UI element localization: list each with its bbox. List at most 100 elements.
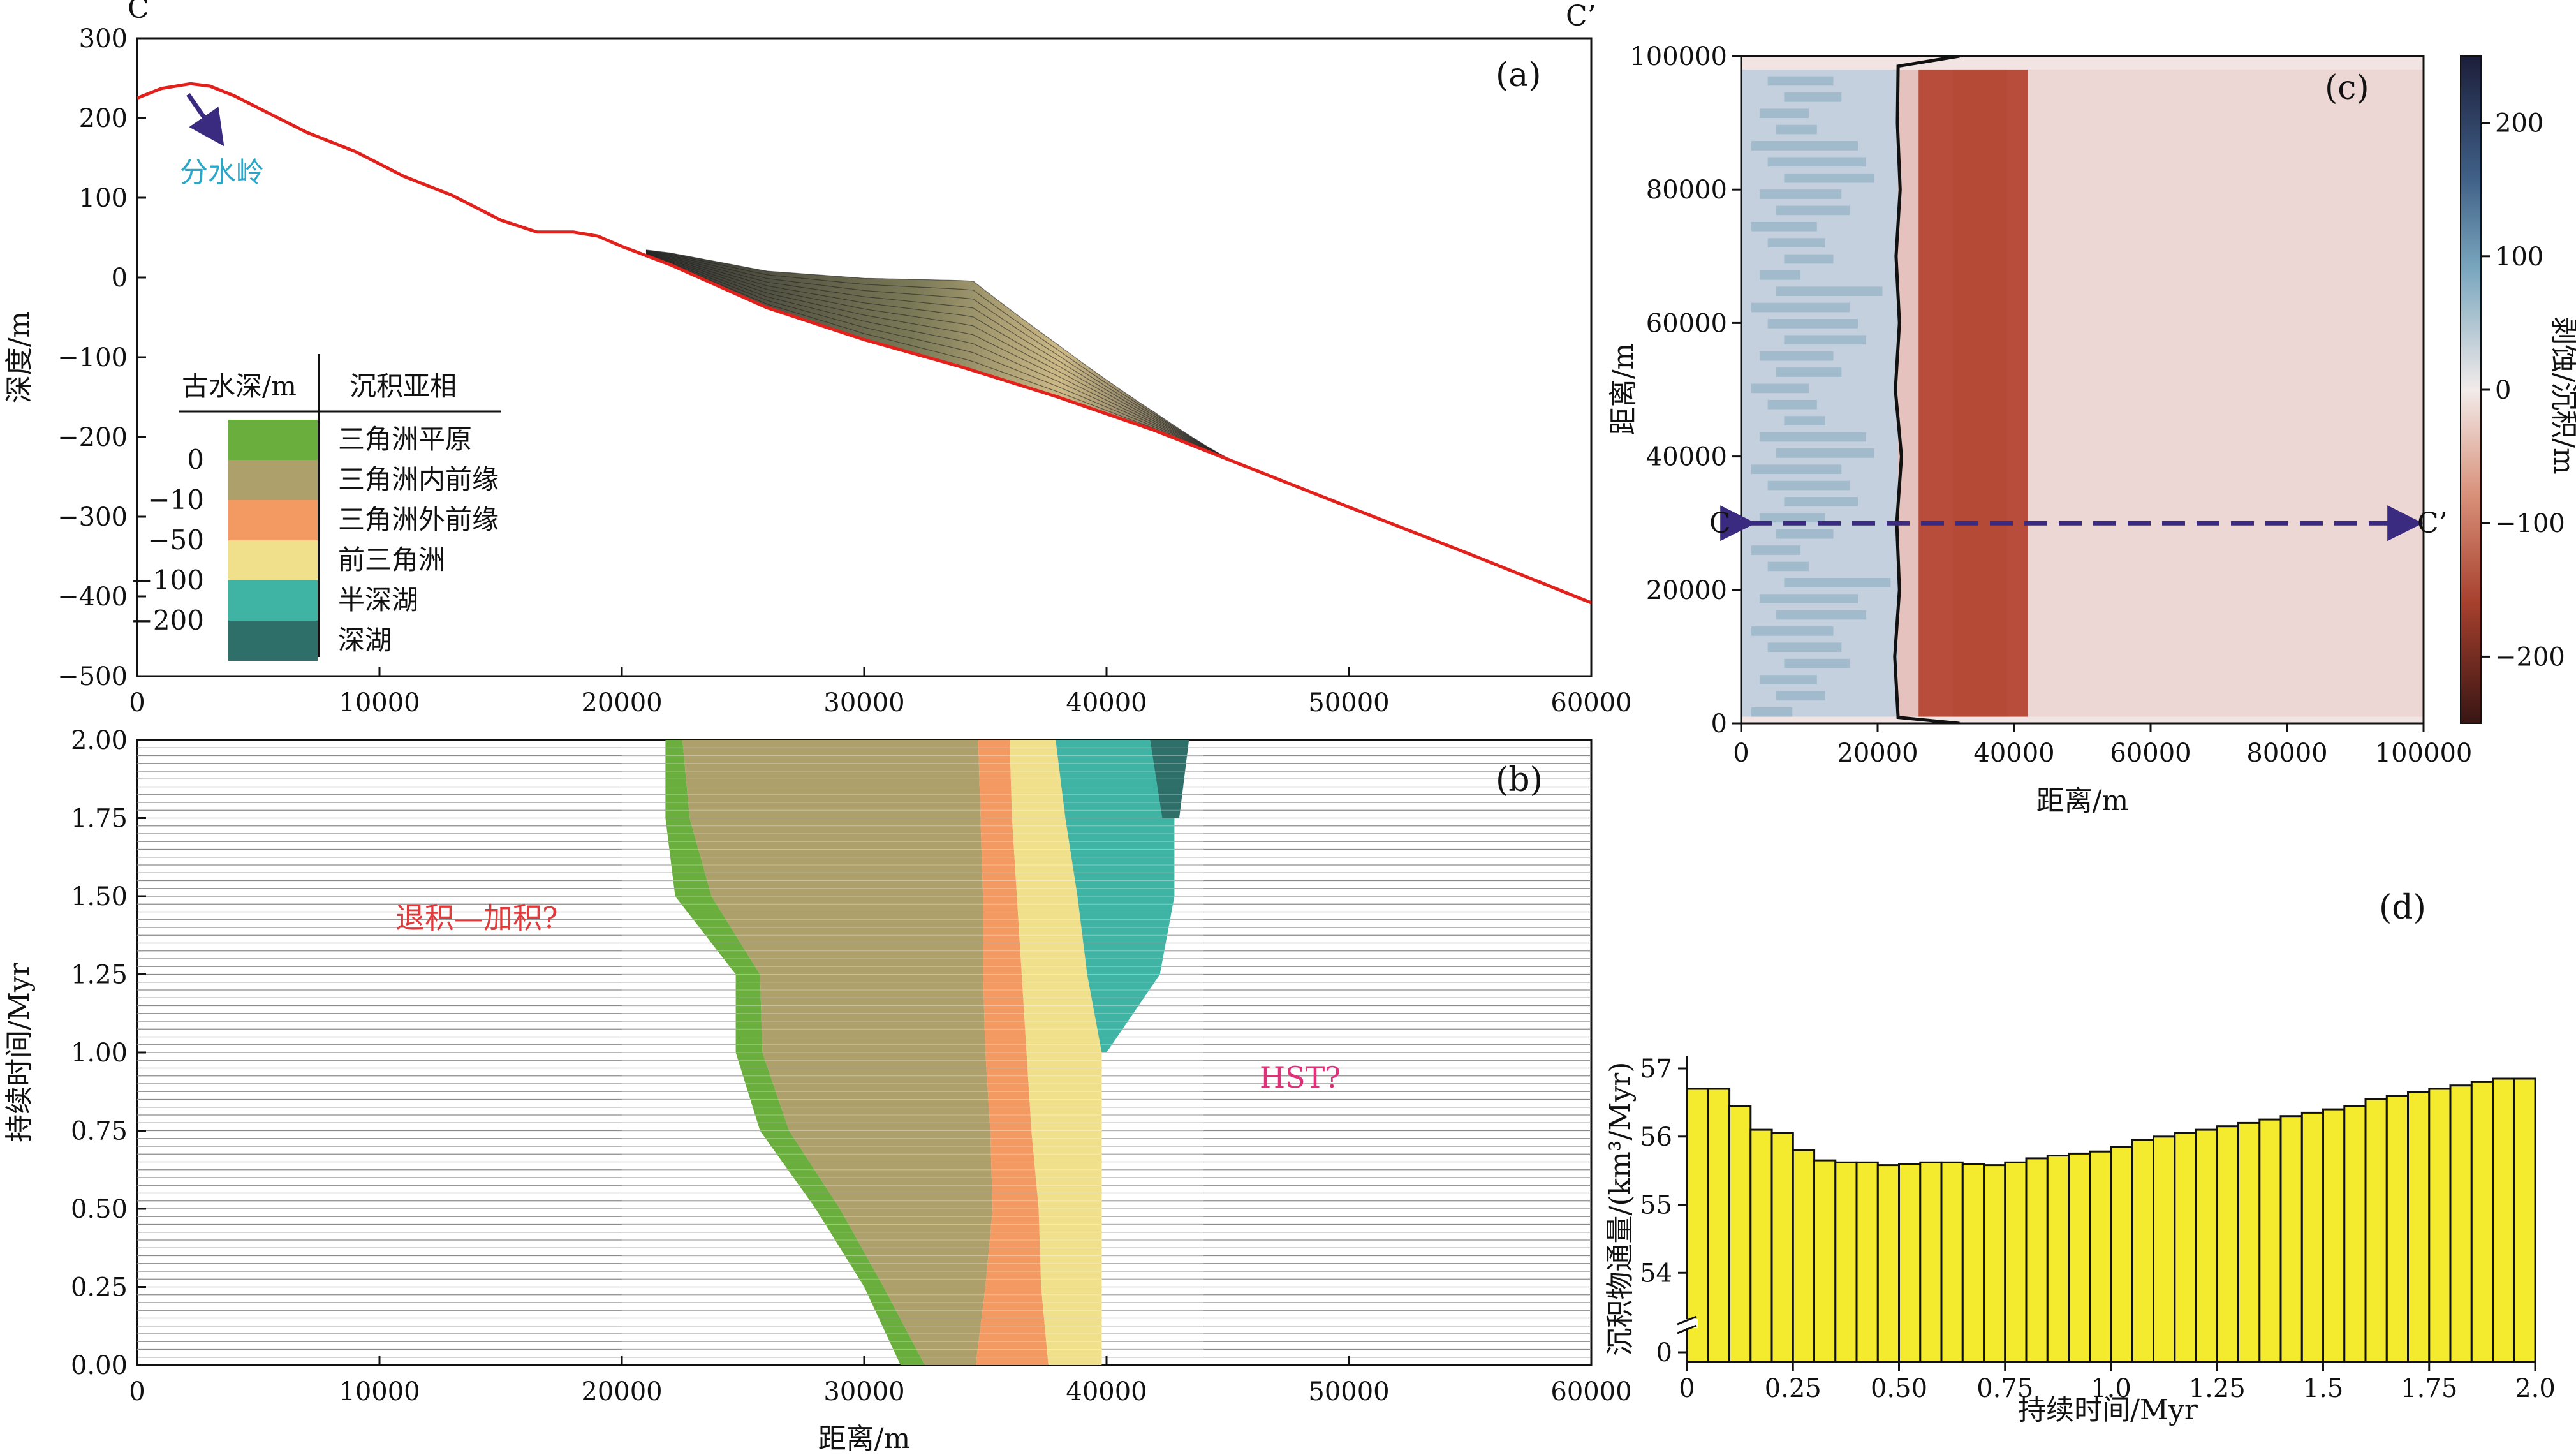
flux-bars (1686, 1077, 2536, 1363)
y-tick-label: 40000 (1646, 443, 1727, 472)
strata-line (645, 254, 1240, 465)
panel-b-yticks: 0.00 0.25 0.50 0.75 1.00 1.25 1.50 1.75 2.00 (71, 726, 146, 1380)
x-tick-label: 0.50 (1871, 1374, 1927, 1403)
panel-a-label: (a) (1496, 56, 1542, 94)
panel-c-xlabel: 距离/m (2036, 785, 2129, 817)
erosion-texture (1751, 221, 1817, 232)
y-tick-label: 0.75 (71, 1117, 128, 1146)
y-tick-label: 0.50 (71, 1195, 128, 1224)
erosion-deposition-boundary (1893, 56, 1960, 723)
strata-line (645, 253, 1240, 465)
erosion-texture (1784, 173, 1874, 183)
y-tick-label: 0.25 (71, 1273, 128, 1303)
y-tick-label: −400 (57, 582, 128, 612)
x-tick-label: 30000 (823, 1377, 904, 1407)
x-tick-label: 10000 (339, 688, 420, 718)
y-tick-label: 20000 (1646, 576, 1727, 605)
area-deep-lake (1150, 740, 1189, 818)
colorbar (2460, 55, 2482, 724)
panel-a-yticks: 300 200 100 0 −100 −200 −300 −400 −500 (57, 24, 146, 691)
flux-bar (2089, 1150, 2112, 1363)
legend-swatch (228, 580, 318, 621)
deposition-core (1952, 69, 2008, 717)
panel-b-ylabel: 持续时间/Myr (3, 962, 36, 1142)
facies-legend: 古水深/m 沉积亚相 0 −10 −50 −100 −200 三角洲平原三角洲内前缘三角… (131, 354, 501, 661)
panel-c-yticks: 0 20000 40000 60000 80000 100000 (1630, 42, 1741, 739)
colorbar-ticks: 200 100 0 −100 −200 (2481, 109, 2565, 672)
legend-facies-title: 沉积亚相 (350, 371, 457, 402)
area-prodelta (1010, 740, 1102, 1365)
y-tick-label: −100 (57, 343, 128, 373)
erosion-texture (1767, 399, 1817, 410)
legend-depth-tick: −100 (131, 565, 204, 596)
flux-bar (1813, 1159, 1837, 1363)
y-tick-label: 54 (1640, 1259, 1672, 1288)
erosion-texture (1767, 76, 1834, 86)
flux-bar (2174, 1132, 2197, 1363)
flux-bar (1876, 1164, 1901, 1363)
erosion-texture (1776, 205, 1850, 216)
x-tick-label: 100000 (2375, 739, 2473, 768)
x-tick-label: 40000 (1066, 688, 1147, 718)
erosion-texture (1776, 610, 1866, 620)
x-tick-label: 1.5 (2303, 1374, 2344, 1403)
legend-depth-title: 古水深/m (182, 371, 297, 402)
legend-depth-tick: −10 (147, 484, 204, 515)
panel-c-ylabel: 距离/m (1607, 343, 1640, 436)
x-tick-label: 1.75 (2401, 1374, 2457, 1403)
x-tick-label: 2.0 (2515, 1374, 2556, 1403)
x-tick-label: 0.75 (1976, 1374, 2033, 1403)
y-tick-label: −500 (57, 662, 128, 691)
erosion-texture (1751, 545, 1801, 555)
panel-d-yticks: 57 56 55 54 0 (1640, 1054, 1687, 1368)
erosion-zone (1741, 69, 1899, 717)
panel-a: (a) C C’ 深度/m 0 10000 20000 30000 40000 50000… (3, 0, 1632, 718)
section-right-marker: C’ (2417, 507, 2448, 540)
legend-facies-label: 半深湖 (338, 584, 418, 616)
flux-bar (1792, 1149, 1816, 1363)
x-tick-label: 10000 (339, 1377, 420, 1407)
x-tick-label: 0.25 (1765, 1374, 1822, 1403)
y-tick-label: 0 (112, 263, 128, 293)
erosion-texture (1767, 561, 1809, 572)
section-left-marker: C (1709, 507, 1731, 540)
erosion-texture (1784, 335, 1866, 345)
legend-facies-label: 深湖 (338, 624, 392, 656)
panel-a-xticks: 0 10000 20000 30000 40000 50000 60000 (129, 667, 1632, 718)
legend-depth-tick: −200 (131, 605, 204, 636)
y-tick-label: 200 (79, 104, 128, 133)
y-tick-label: 1.75 (71, 804, 128, 834)
erosion-texture (1759, 351, 1834, 361)
x-tick-label: 80000 (2246, 739, 2327, 768)
axis-break-mark-2 (1677, 1324, 1697, 1334)
panel-c-xticks: 0 20000 40000 60000 80000 100000 (1733, 723, 2472, 768)
erosion-texture (1767, 238, 1825, 247)
flux-bar (2300, 1111, 2325, 1363)
erosion-texture (1751, 707, 1793, 717)
flux-bar (1919, 1161, 1943, 1363)
y-tick-label: 1.50 (71, 882, 128, 912)
panel-c: C C’ (c) 距离/m 距离/m 0 20000 40000 60000 80000… (1607, 42, 2576, 817)
flux-bar (2237, 1121, 2261, 1363)
colorbar-label: 剥蚀/沉积/m (2547, 316, 2576, 474)
erosion-texture (1767, 642, 1842, 653)
x-tick-label: 0 (1733, 739, 1749, 768)
panel-d-xticks: 0 0.25 0.50 0.75 1.0 1.25 1.5 1.75 2.0 (1679, 1362, 2556, 1403)
x-tick-label: 50000 (1308, 688, 1389, 718)
flux-bar (2258, 1118, 2282, 1363)
erosion-texture (1776, 691, 1825, 701)
y-tick-label: 0 (1711, 709, 1727, 739)
note-hst: HST? (1260, 1060, 1341, 1095)
panel-d-ylabel: 沉积物通量/(km³/Myr) (1604, 1062, 1637, 1356)
panel-b: (b) 退积—加积? HST? 持续时间/Myr 距离/m 0 10000 2000… (3, 726, 1632, 1455)
x-tick-label: 60000 (1550, 688, 1631, 718)
axis-break-gap (1676, 1319, 1698, 1328)
divide-arrow (186, 93, 224, 147)
colorbar-tick-label: 200 (2495, 109, 2543, 138)
flux-bar (1940, 1161, 1964, 1363)
erosion-texture (1776, 286, 1883, 297)
x-tick-label: 20000 (581, 1377, 662, 1407)
axis-break-mark-1 (1677, 1315, 1697, 1326)
flux-bar (1707, 1088, 1731, 1363)
y-tick-label: 100000 (1630, 42, 1727, 71)
